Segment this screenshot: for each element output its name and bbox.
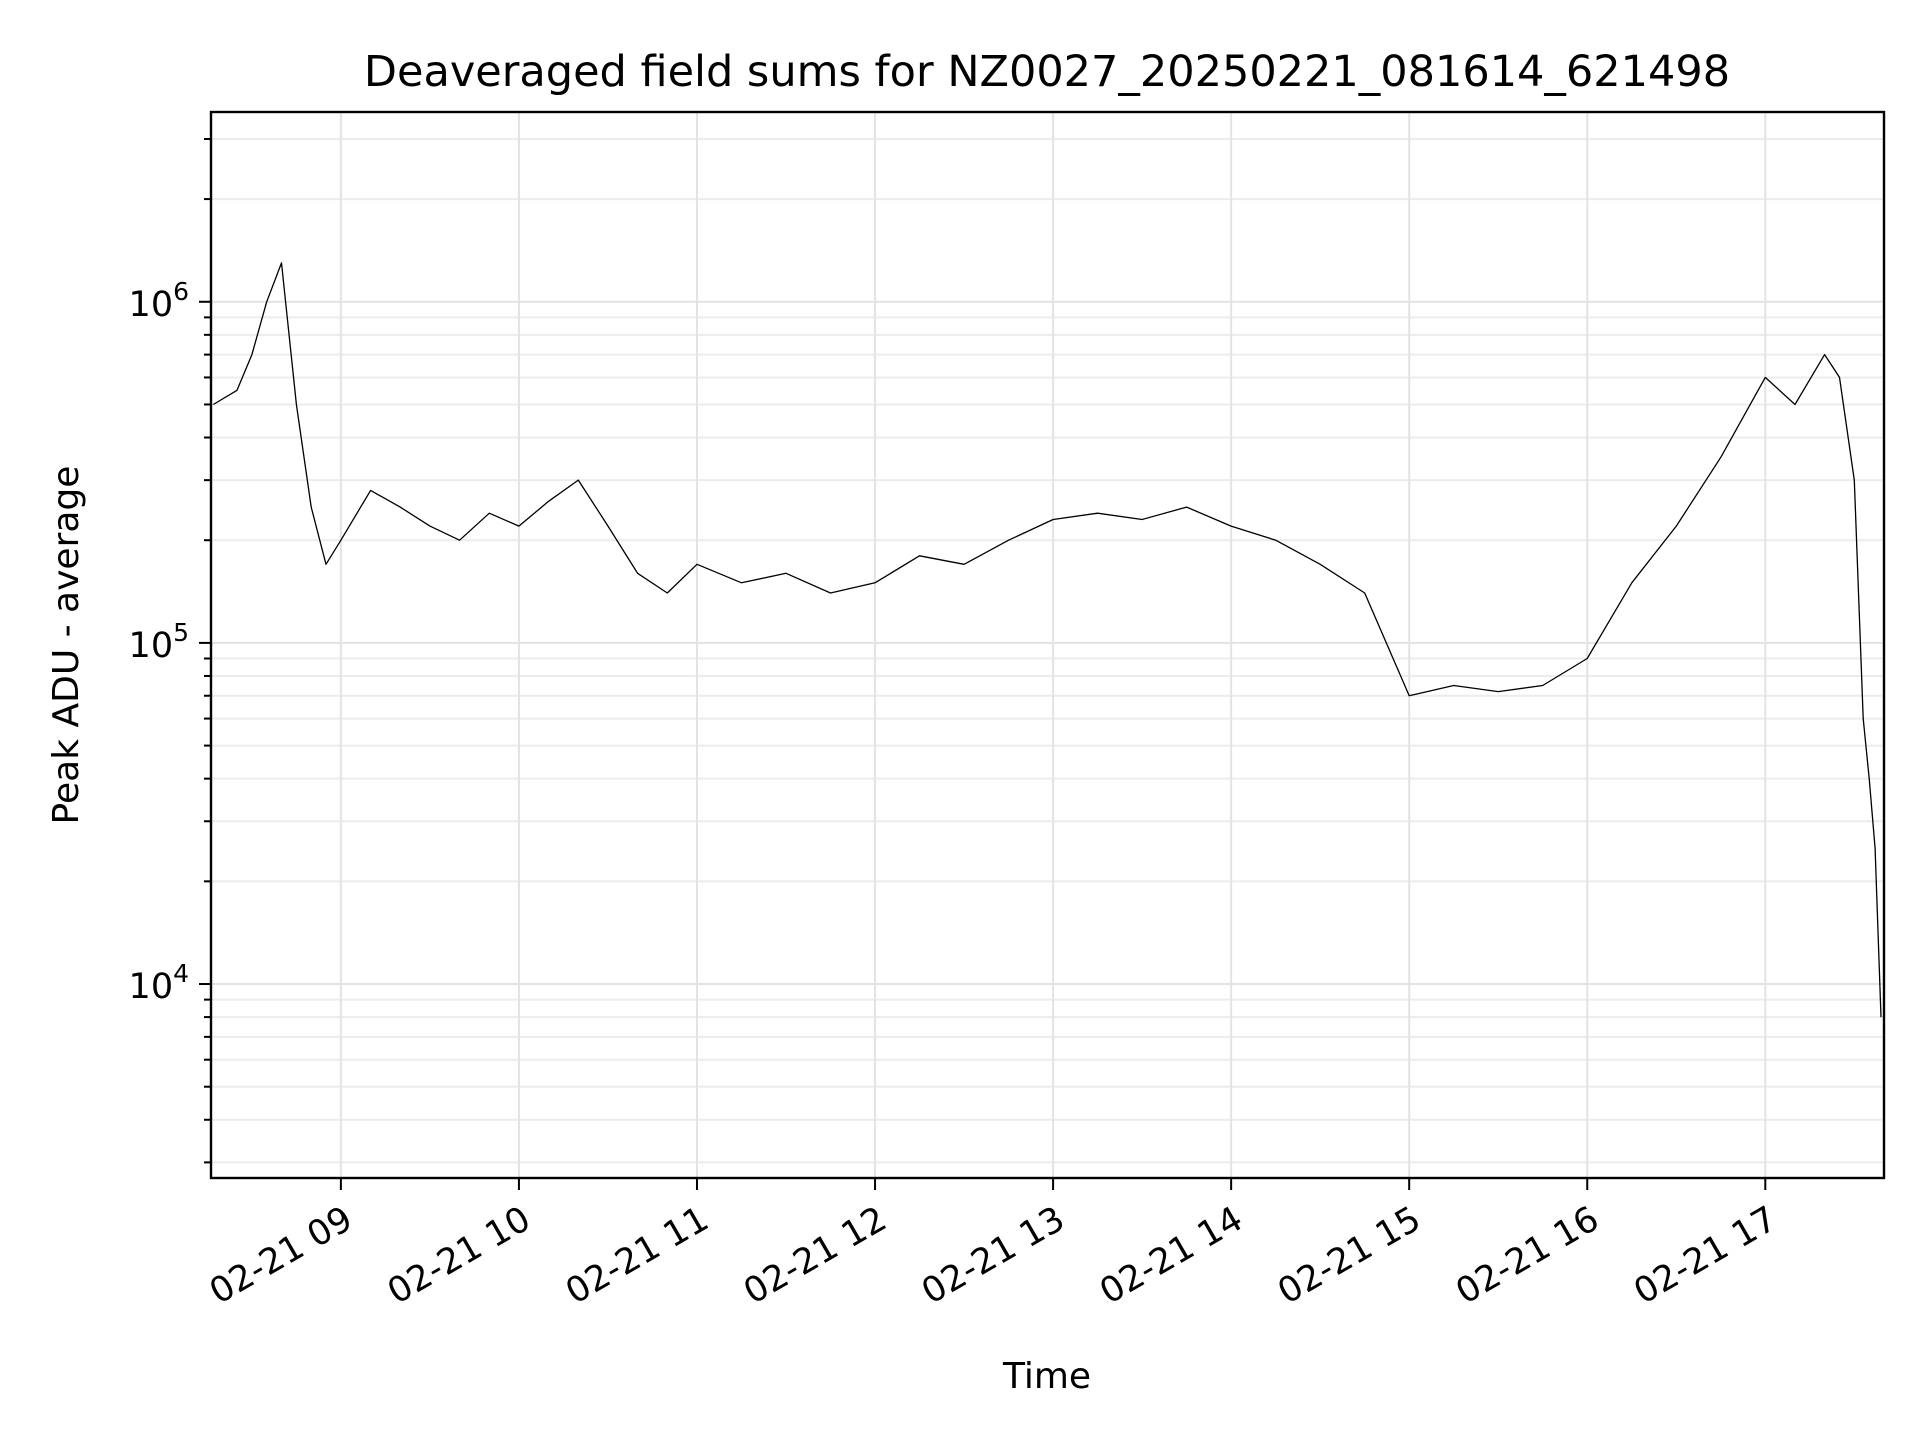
x-tick-label: 02-21 14 [1093,1199,1249,1312]
x-tick-label: 02-21 15 [1271,1199,1427,1312]
grid [211,112,1884,1178]
x-tick-label: 02-21 13 [915,1199,1071,1312]
y-tick-label: 105 [129,618,189,666]
y-axis-label: Peak ADU - average [46,466,87,825]
chart-title: Deaveraged field sums for NZ0027_2025022… [364,47,1730,97]
y-tick-label: 104 [129,959,189,1007]
x-tick-label: 02-21 17 [1628,1199,1784,1312]
x-tick-label: 02-21 10 [381,1199,537,1312]
x-tick-label: 02-21 11 [559,1199,715,1312]
x-tick-label: 02-21 16 [1449,1199,1605,1312]
x-tick-label: 02-21 09 [203,1199,359,1312]
x-axis-label: Time [1002,1356,1091,1397]
x-tick-label: 02-21 12 [737,1199,893,1312]
y-tick-label: 106 [129,277,189,325]
series-line [212,262,1882,1018]
plot-frame [209,110,1886,1180]
